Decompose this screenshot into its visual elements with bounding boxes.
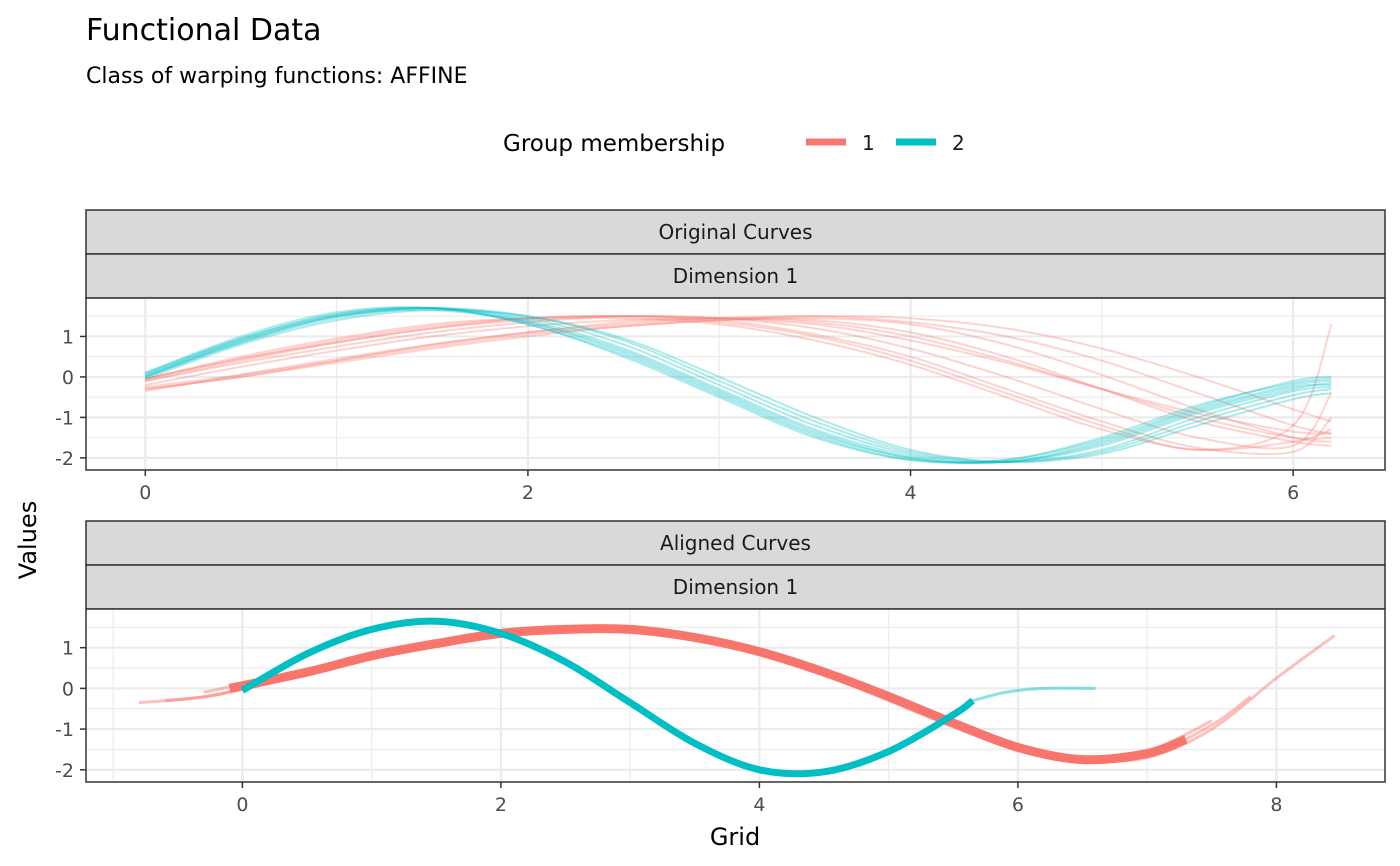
legend-label-2: 2 — [952, 131, 965, 155]
y-tick-label: -1 — [55, 719, 74, 741]
series-group — [138, 617, 1336, 778]
y-tick-label: 1 — [62, 638, 74, 660]
strip-dimension — [85, 564, 1386, 610]
legend-label-1: 1 — [862, 131, 875, 155]
x-tick-label: 4 — [905, 482, 917, 504]
series-line-group-2 — [144, 308, 1332, 464]
series-line-group-2 — [144, 306, 1332, 465]
strip-dimension-label: Dimension 1 — [673, 575, 798, 599]
series-line-group-2 — [144, 306, 1332, 464]
plot-background — [86, 609, 1385, 782]
plot-background — [86, 298, 1385, 470]
series-line-group-1 — [203, 625, 1213, 764]
series-line-group-1 — [145, 317, 1332, 443]
x-tick-label: 0 — [236, 794, 248, 816]
strip-dimension-label: Dimension 1 — [673, 264, 798, 288]
series-line-group-1 — [145, 317, 1332, 447]
y-tick-label: -2 — [55, 448, 74, 470]
x-tick-label: 6 — [1012, 794, 1024, 816]
legend-title: Group membership — [503, 131, 725, 157]
y-axis-label: Values — [14, 501, 42, 579]
y-tick-label: 1 — [62, 326, 74, 348]
series-line-group-1 — [145, 315, 1332, 423]
series-line-group-1 — [228, 624, 1188, 765]
panel-border — [85, 297, 1386, 471]
series-line-group-1 — [145, 314, 1333, 451]
series-group — [144, 306, 1333, 465]
chart-subtitle: Class of warping functions: AFFINE — [86, 64, 468, 89]
strip-dimension — [85, 253, 1386, 299]
series-line-group-1 — [164, 625, 1252, 764]
x-tick-label: 2 — [495, 794, 507, 816]
series-line-group-1 — [138, 627, 1336, 763]
y-tick-label: 0 — [62, 678, 74, 700]
series-line-group-2 — [144, 307, 1332, 464]
panel-border — [85, 608, 1386, 783]
x-tick-label: 8 — [1270, 794, 1282, 816]
x-tick-label: 2 — [522, 482, 534, 504]
x-axis-label: Grid — [710, 823, 760, 851]
x-tick-label: 6 — [1287, 482, 1299, 504]
panels: Original Curves Dimension 1 0 2 4 6 1 0 -1 -2 Alig… — [55, 209, 1386, 816]
series-line-group-2 — [965, 686, 1096, 705]
series-line-group-2 — [240, 617, 975, 778]
series-line-group-2 — [144, 307, 1332, 464]
x-tick-label: 4 — [753, 794, 765, 816]
series-line-group-1 — [145, 317, 1332, 441]
y-tick-label: -1 — [55, 407, 74, 429]
series-line-group-1 — [145, 314, 1333, 450]
series-line-group-1 — [145, 315, 1332, 435]
y-tick-label: 0 — [62, 367, 74, 389]
series-line-group-2 — [144, 307, 1332, 463]
x-tick-label: 0 — [139, 482, 151, 504]
legend: Group membership 1 2 — [503, 131, 965, 157]
series-line-group-1 — [145, 315, 1332, 435]
chart-title: Functional Data — [86, 13, 322, 48]
series-line-group-1 — [145, 315, 1333, 456]
strip-panel-label: Aligned Curves — [660, 531, 811, 555]
series-line-group-1 — [145, 316, 1332, 452]
strip-panel-label: Original Curves — [658, 220, 812, 244]
grid — [86, 298, 1385, 470]
series-line-group-2 — [144, 306, 1332, 464]
panel-1: Original Curves Dimension 1 0 2 4 6 1 0 -1 -2 — [55, 209, 1386, 504]
strip-panel — [85, 209, 1386, 255]
series-line-group-2 — [144, 308, 1332, 465]
y-tick-label: -2 — [55, 760, 74, 782]
